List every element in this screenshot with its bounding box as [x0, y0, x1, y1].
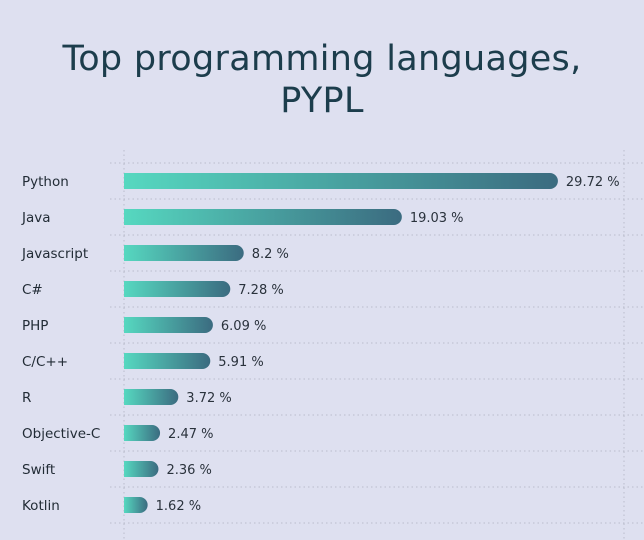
- bar: [124, 173, 558, 189]
- value-label: 5.91 %: [218, 355, 263, 370]
- chart-title-line-1: Top programming languages,: [62, 39, 582, 79]
- bar: [124, 461, 159, 477]
- category-label: Python: [22, 174, 69, 190]
- value-label: 19.03 %: [410, 211, 464, 226]
- value-label: 8.2 %: [252, 247, 289, 262]
- category-label: PHP: [22, 318, 48, 334]
- bar: [124, 389, 179, 405]
- value-label: 7.28 %: [238, 283, 283, 298]
- category-label: Swift: [22, 462, 55, 478]
- value-label: 1.62 %: [156, 499, 201, 514]
- bar: [124, 425, 161, 441]
- bar: [124, 281, 231, 297]
- bar: [124, 353, 211, 369]
- bar: [124, 245, 244, 261]
- value-label: 3.72 %: [186, 391, 231, 406]
- category-label: R: [22, 390, 31, 406]
- bar: [124, 209, 402, 225]
- category-label: Javascript: [21, 246, 88, 262]
- chart-title: Top programming languages, PYPL: [0, 38, 644, 122]
- category-label: Java: [21, 210, 51, 226]
- value-label: 2.36 %: [166, 463, 211, 478]
- category-label: Objective-C: [22, 426, 100, 442]
- chart-title-line-2: PYPL: [280, 81, 364, 121]
- value-label: 29.72 %: [566, 175, 620, 190]
- category-label: C/C++: [22, 354, 68, 370]
- value-label: 2.47 %: [168, 427, 213, 442]
- bar: [124, 497, 148, 513]
- value-label: 6.09 %: [221, 319, 266, 334]
- category-label: Kotlin: [22, 498, 60, 514]
- category-label: C#: [22, 282, 43, 298]
- bar: [124, 317, 213, 333]
